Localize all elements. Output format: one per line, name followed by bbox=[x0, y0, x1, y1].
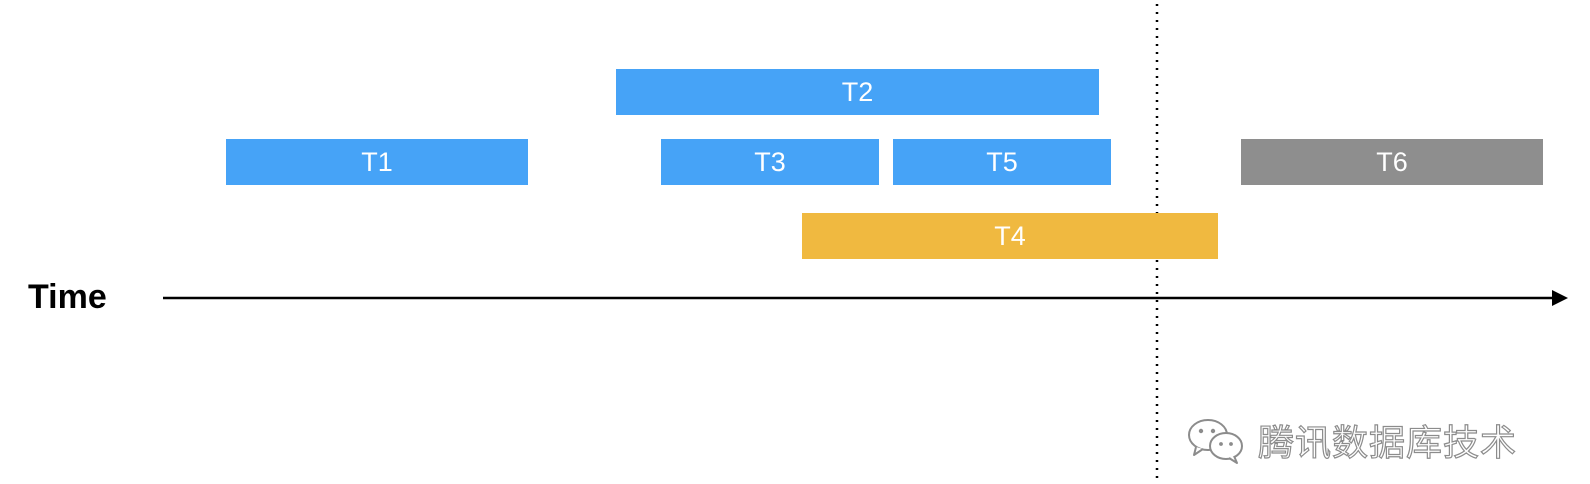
task-bar-t3: T3 bbox=[661, 139, 879, 185]
wechat-icon bbox=[1188, 419, 1243, 464]
task-bar-t2: T2 bbox=[616, 69, 1099, 115]
task-label: T3 bbox=[754, 146, 786, 177]
watermark-text: 腾讯数据库技术 bbox=[1257, 422, 1518, 464]
task-label: T6 bbox=[1376, 146, 1408, 177]
task-bar-t4: T4 bbox=[802, 213, 1218, 259]
task-label: T4 bbox=[994, 220, 1026, 251]
task-bar-t6: T6 bbox=[1241, 139, 1543, 185]
task-label: T5 bbox=[986, 146, 1018, 177]
watermark: 腾讯数据库技术 bbox=[1186, 414, 1517, 466]
task-label: T1 bbox=[361, 146, 393, 177]
task-bar-t5: T5 bbox=[893, 139, 1111, 185]
time-axis-label: Time bbox=[28, 278, 107, 316]
task-bar-t1: T1 bbox=[226, 139, 528, 185]
time-axis-arrowhead bbox=[1552, 290, 1568, 306]
task-label: T2 bbox=[841, 76, 874, 107]
